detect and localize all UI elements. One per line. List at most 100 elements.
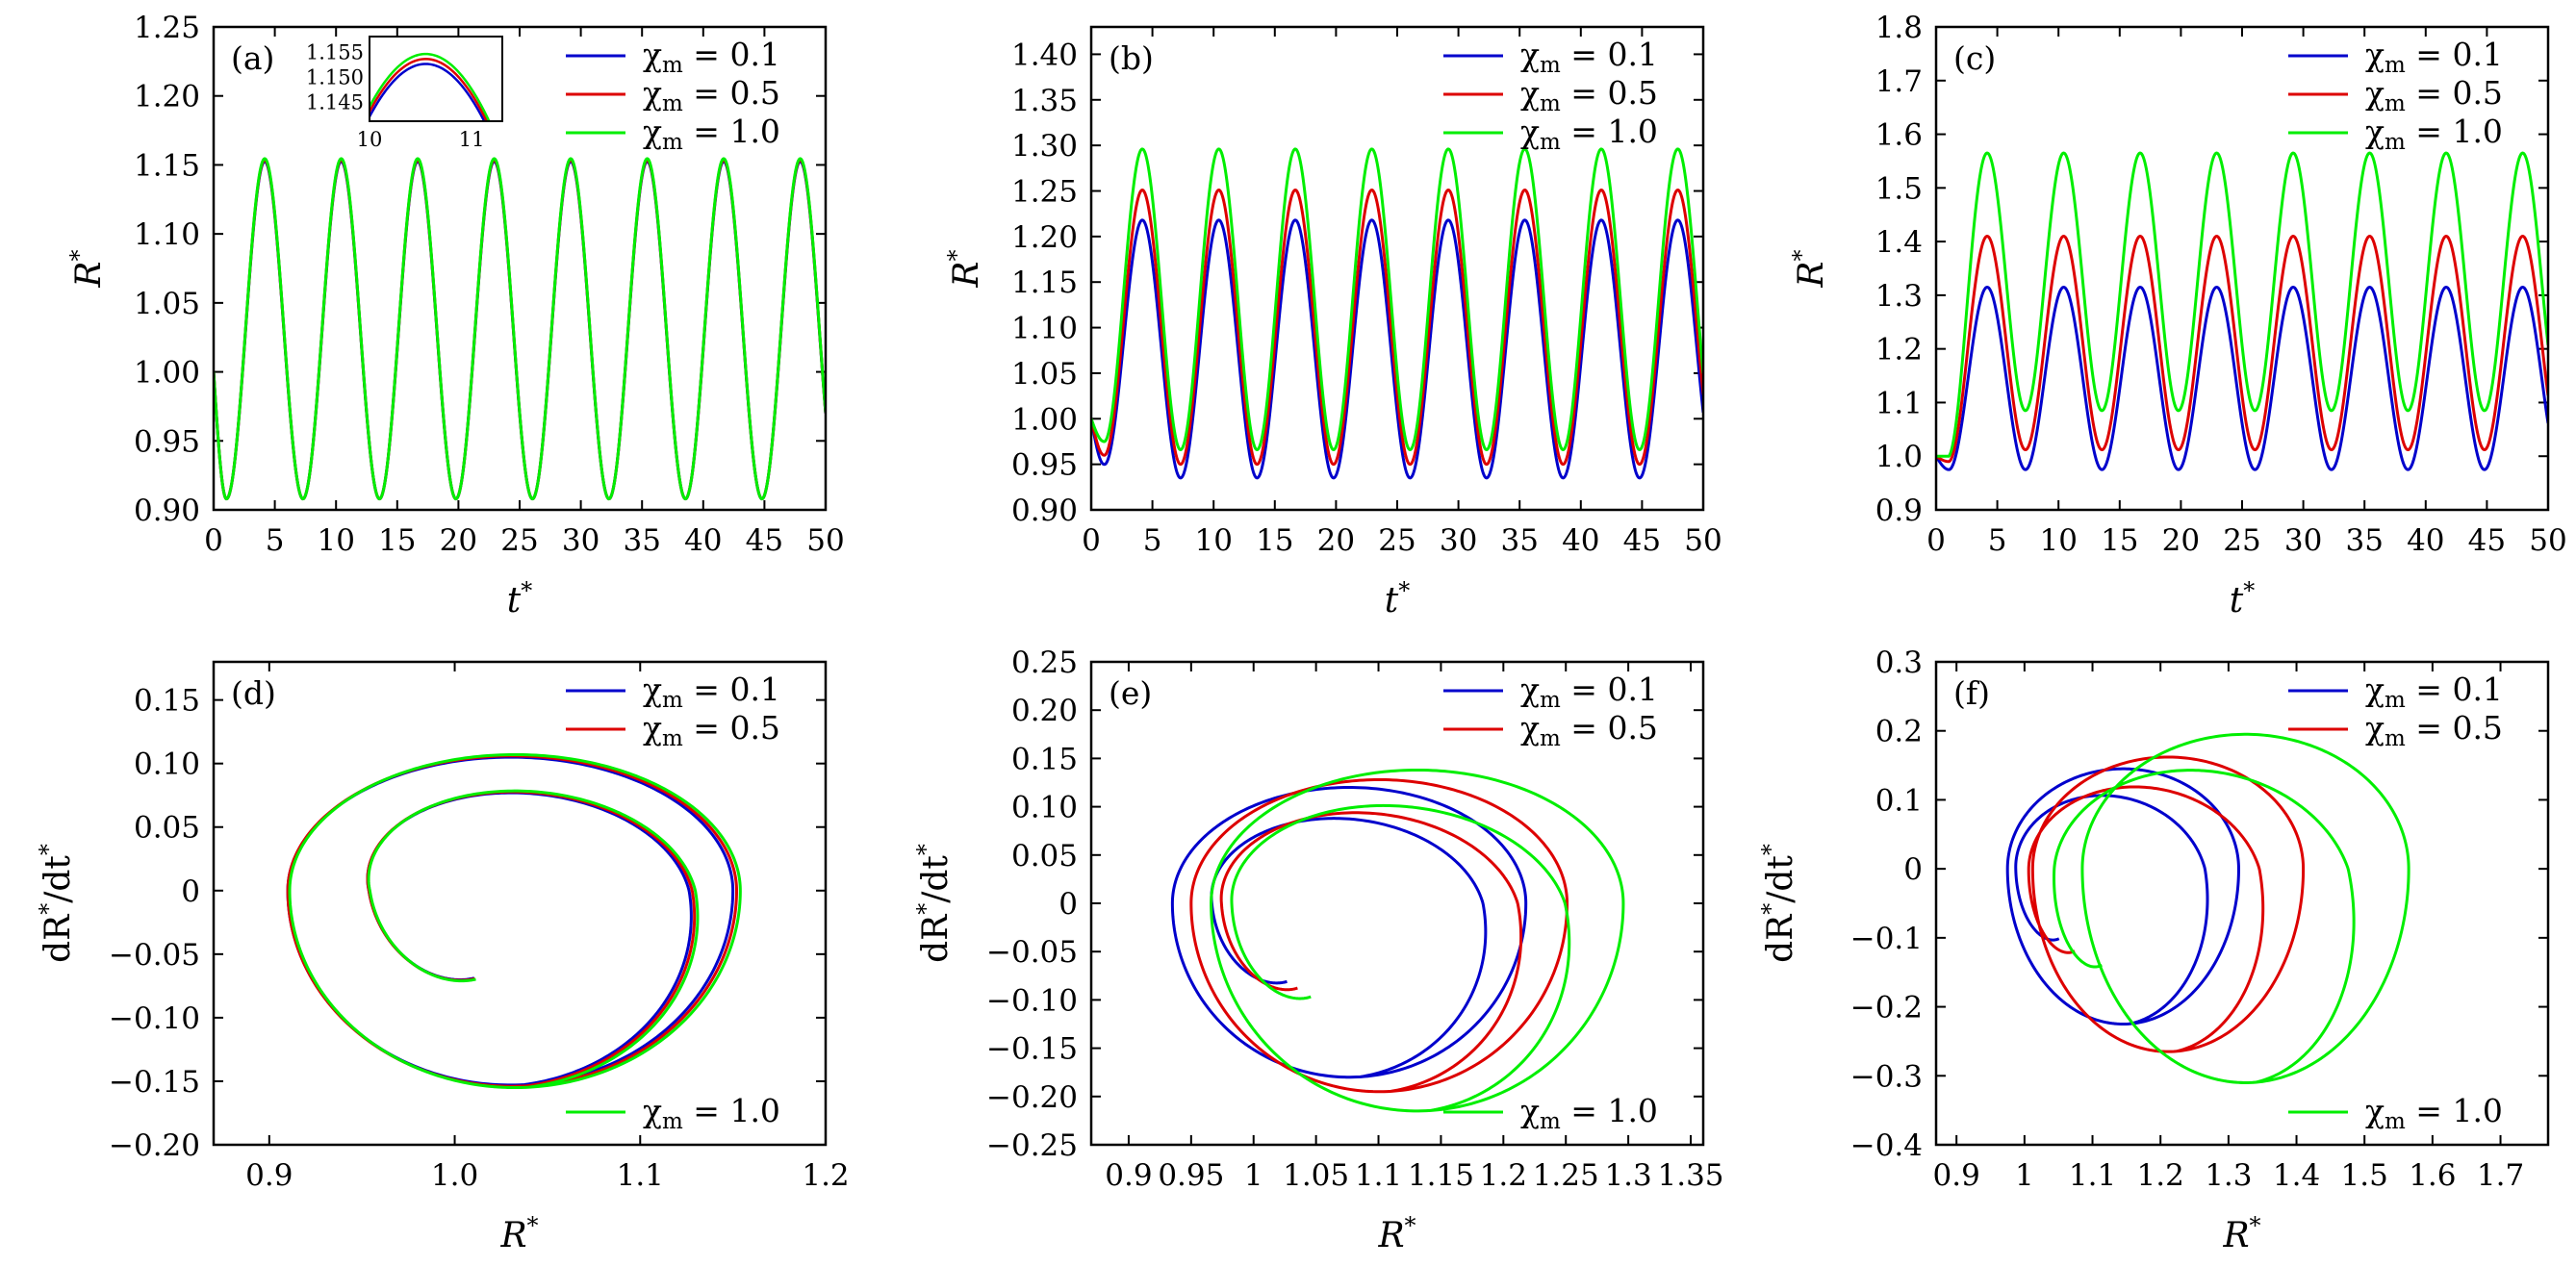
y-tick-label: 1.15 — [134, 148, 200, 183]
series-line-2 — [1091, 147, 1703, 452]
x-tick-label: 0 — [1926, 523, 1946, 558]
y-tick-label: 0.10 — [1011, 791, 1078, 825]
y-tick-label: 1.05 — [1011, 357, 1078, 392]
x-tick-label: 30 — [2284, 523, 2322, 558]
y-tick-label: 1.15 — [1011, 266, 1078, 300]
plot-area — [2005, 732, 2410, 1084]
x-tick-label: 1.25 — [1533, 1158, 1599, 1193]
x-axis-label: t*​ — [2230, 577, 2255, 620]
legend-label: χm = 0.5 — [2365, 74, 2503, 116]
plot-area — [286, 752, 742, 1090]
y-tick-label: 1.00 — [134, 356, 200, 391]
legend-label: χm = 0.5 — [643, 709, 780, 751]
panel-tag: (f) — [1953, 674, 1990, 712]
legend-label: χm = 0.5 — [1520, 74, 1658, 116]
x-tick-label: 50 — [2529, 523, 2566, 558]
y-tick-label: 1.8 — [1875, 11, 1923, 45]
y-tick-label: 0.05 — [134, 811, 200, 846]
x-tick-label: 50 — [806, 523, 844, 558]
x-tick-label: 15 — [2101, 523, 2138, 558]
x-tick-label: 0 — [1082, 523, 1101, 558]
x-tick-label: 15 — [378, 523, 416, 558]
x-tick-label: 0.9 — [1105, 1158, 1152, 1193]
y-tick-label: −0.2 — [1850, 991, 1923, 1025]
y-tick-label: 0.15 — [134, 684, 200, 719]
inset-y-tick-label: 1.155 — [306, 41, 364, 64]
x-tick-label: 1 — [2015, 1158, 2034, 1193]
x-tick-label: 1.5 — [2341, 1158, 2388, 1193]
x-tick-label: 50 — [1684, 523, 1722, 558]
series-line-2 — [1936, 151, 2548, 458]
x-tick-label: 10 — [317, 523, 354, 558]
legend-label: χm = 0.1 — [1520, 36, 1658, 78]
x-tick-label: 1.3 — [2205, 1158, 2252, 1193]
x-tick-label: 5 — [1143, 523, 1162, 558]
x-tick-label: 45 — [2468, 523, 2506, 558]
y-tick-label: −0.15 — [986, 1032, 1078, 1067]
x-tick-label: 0.95 — [1158, 1158, 1224, 1193]
y-tick-label: 0.20 — [1011, 694, 1078, 728]
panel-d: 0.9 1.0 1.1 1.2 −0.20 −0.15 −0.10 −0.05 0 0.05 0.1… — [35, 660, 850, 1255]
plot-frame — [1089, 660, 1705, 1147]
series-orbit-2 — [2053, 732, 2410, 1084]
series-line-1 — [1091, 189, 1703, 467]
plot-area — [214, 157, 826, 501]
inset-frame — [369, 36, 503, 122]
y-tick-label: 1.4 — [1875, 225, 1923, 260]
x-tick-label: 20 — [440, 523, 477, 558]
panel-tag: (d) — [231, 674, 276, 712]
y-tick-label: −0.05 — [109, 938, 200, 973]
x-tick-label: 1.1 — [1355, 1158, 1402, 1193]
series-orbit-0 — [1170, 786, 1528, 1079]
x-tick-label: 35 — [2345, 523, 2383, 558]
plot-area — [1091, 147, 1703, 480]
x-axis-label: R*​ — [499, 1212, 538, 1255]
panel-tag: (a) — [231, 39, 274, 77]
y-tick-label: 0 — [1903, 852, 1923, 887]
x-tick-label: 30 — [1440, 523, 1477, 558]
inset-plot — [370, 52, 491, 121]
x-tick-label: 45 — [1623, 523, 1661, 558]
inset-x-tick-label: 10 — [357, 128, 383, 151]
inset-y-tick-label: 1.145 — [306, 90, 364, 114]
legend-label: χm = 1.0 — [643, 113, 780, 155]
legend-label: χm = 0.1 — [643, 36, 780, 78]
y-tick-label: −0.1 — [1850, 922, 1923, 956]
plot-frame — [212, 660, 828, 1147]
y-axis-label: R*​ — [943, 249, 986, 288]
panel-c: 0 5 10 15 20 25 30 35 40 45 50 0.9 1.0 1.1 1.2 1.3 1.4 1.… — [1788, 11, 2567, 620]
panel-f: 0.9 1 1.1 1.2 1.3 1.4 1.5 1.6 1.7 −0.4 −0.3 −0.2 −0.… — [1757, 646, 2550, 1255]
x-tick-label: 1.4 — [2273, 1158, 2320, 1193]
series-orbit-2 — [288, 752, 742, 1090]
panel-b: 0 5 10 15 20 25 30 35 40 45 50 0.90 0.95 1.00 1.05 1.10… — [943, 25, 1722, 620]
x-tick-label: 15 — [1256, 523, 1293, 558]
x-tick-label: 30 — [562, 523, 599, 558]
x-tick-label: 40 — [1562, 523, 1599, 558]
y-tick-label: 1.25 — [1011, 174, 1078, 209]
y-tick-label: 1.3 — [1875, 279, 1923, 314]
legend-label: χm = 0.1 — [2365, 671, 2503, 713]
panel-tag: (b) — [1109, 39, 1154, 77]
y-tick-label: −0.3 — [1850, 1059, 1923, 1094]
x-tick-label: 25 — [2223, 523, 2260, 558]
x-tick-label: 20 — [1317, 523, 1355, 558]
x-tick-label: 0.9 — [245, 1158, 293, 1193]
x-tick-label: 10 — [1194, 523, 1232, 558]
x-tick-label: 1.15 — [1408, 1158, 1474, 1193]
series-line-0 — [1936, 286, 2548, 471]
x-tick-label: 45 — [746, 523, 783, 558]
y-tick-label: 1.40 — [1011, 38, 1078, 72]
y-tick-label: 1.00 — [1011, 402, 1078, 437]
y-tick-label: 1.6 — [1875, 118, 1923, 153]
y-tick-label: 1.2 — [1875, 333, 1923, 367]
y-tick-label: 0.2 — [1875, 715, 1923, 749]
y-tick-label: 0.95 — [1011, 448, 1078, 483]
y-tick-label: 0.90 — [1011, 494, 1078, 528]
panel-tag: (e) — [1109, 674, 1152, 712]
legend-label: χm = 0.5 — [2365, 709, 2503, 751]
y-tick-label: 1.20 — [134, 80, 200, 114]
x-tick-label: 1.2 — [1480, 1158, 1527, 1193]
legend-label: χm = 1.0 — [2365, 1092, 2503, 1134]
x-tick-label: 1.3 — [1604, 1158, 1651, 1193]
